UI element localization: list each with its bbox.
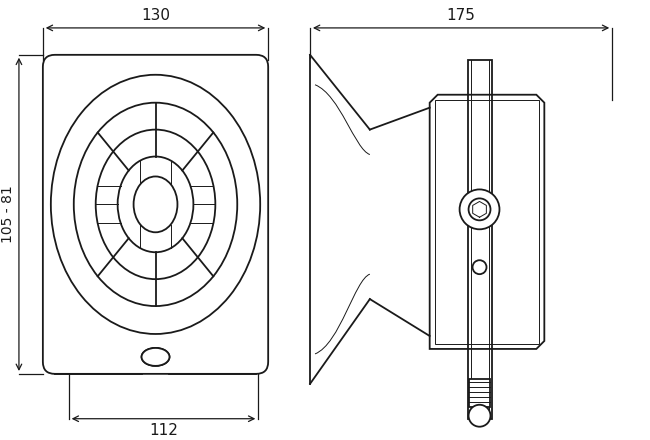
Bar	[469, 379, 491, 407]
Bar	[467, 60, 493, 419]
Text: 105 - 81: 105 - 81	[1, 186, 15, 243]
Circle shape	[473, 260, 486, 274]
Ellipse shape	[142, 348, 170, 366]
Circle shape	[460, 190, 499, 229]
Text: 112: 112	[149, 423, 178, 438]
Text: 175: 175	[446, 8, 475, 23]
Text: 130: 130	[141, 8, 170, 23]
Circle shape	[469, 405, 491, 427]
Bar	[435, 100, 540, 344]
